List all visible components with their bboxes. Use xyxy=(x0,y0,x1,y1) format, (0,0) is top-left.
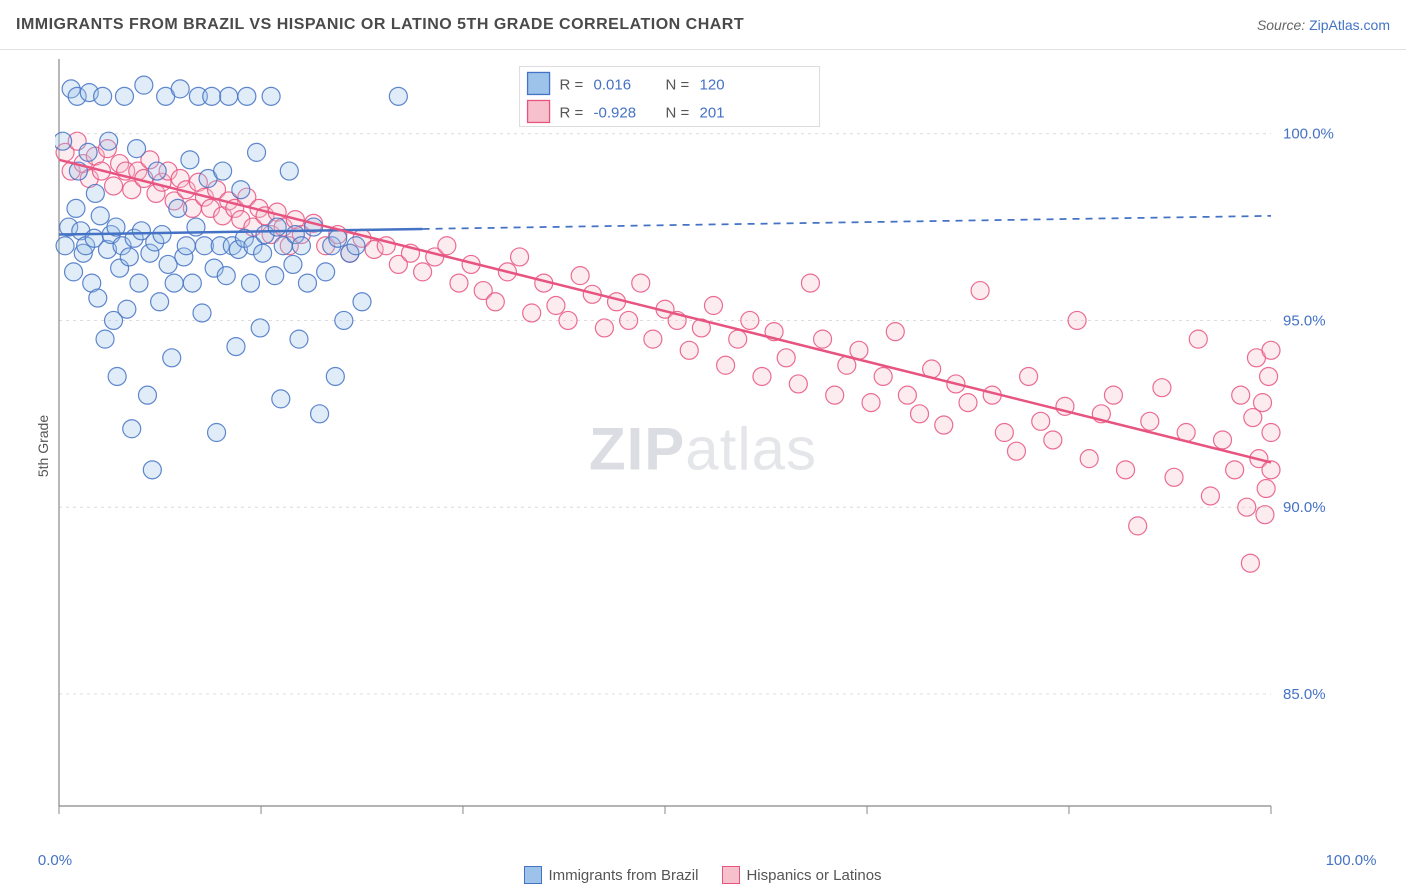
svg-text:0.016: 0.016 xyxy=(594,76,632,93)
legend-item-blue: Immigrants from Brazil xyxy=(524,866,698,884)
svg-text:N =: N = xyxy=(666,76,690,93)
bottom-legend: Immigrants from Brazil Hispanics or Lati… xyxy=(0,866,1406,884)
source-attribution: Source: ZipAtlas.com xyxy=(1257,17,1390,33)
svg-text:201: 201 xyxy=(700,104,725,121)
plot-area: 85.0% 90.0% 95.0% 100.0% R = 0.016 N = 120 R = -0… xyxy=(55,55,1351,842)
svg-text:120: 120 xyxy=(700,76,725,93)
source-prefix: Source: xyxy=(1257,17,1309,33)
svg-text:-0.928: -0.928 xyxy=(594,104,637,121)
svg-text:R =: R = xyxy=(560,104,584,121)
legend-label-pink: Hispanics or Latinos xyxy=(746,867,881,884)
svg-text:100.0%: 100.0% xyxy=(1283,126,1334,143)
legend-label-blue: Immigrants from Brazil xyxy=(548,867,698,884)
chart-title: IMMIGRANTS FROM BRAZIL VS HISPANIC OR LA… xyxy=(16,16,744,34)
y-axis-label: 5th Grade xyxy=(35,415,51,477)
chart-svg: 85.0% 90.0% 95.0% 100.0% R = 0.016 N = 120 R = -0… xyxy=(55,55,1351,842)
source-link[interactable]: ZipAtlas.com xyxy=(1309,17,1390,33)
legend-swatch-blue xyxy=(524,866,542,884)
svg-text:N =: N = xyxy=(666,104,690,121)
legend-swatch-pink xyxy=(722,866,740,884)
svg-text:95.0%: 95.0% xyxy=(1283,312,1326,329)
svg-text:R =: R = xyxy=(560,76,584,93)
svg-text:85.0%: 85.0% xyxy=(1283,686,1326,703)
svg-text:90.0%: 90.0% xyxy=(1283,499,1326,516)
chart-header: IMMIGRANTS FROM BRAZIL VS HISPANIC OR LA… xyxy=(0,0,1406,50)
legend-item-pink: Hispanics or Latinos xyxy=(722,866,881,884)
